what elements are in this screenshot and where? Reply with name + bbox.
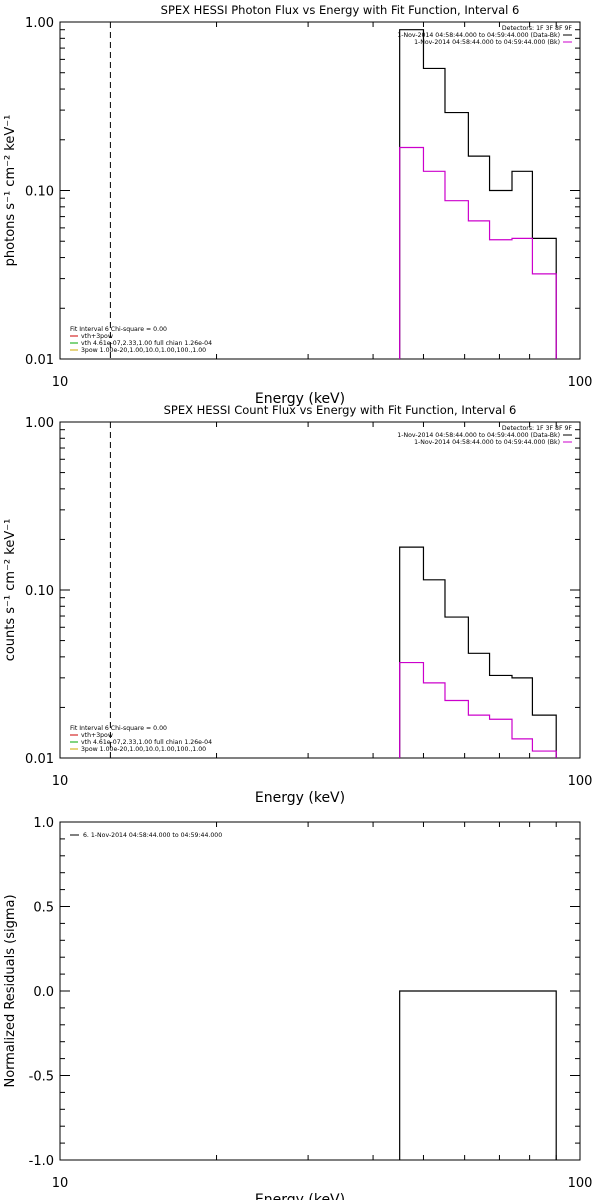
y-tick-label: 1.0 xyxy=(33,816,54,831)
legend-top-right-text: 1-Nov-2014 04:58:44.000 to 04:59:44.000 … xyxy=(397,432,560,439)
series-data-bk xyxy=(399,29,557,359)
legend-bottom-left-text: vth 4.61e-07,2.33,1.00 full chian 1.26e-… xyxy=(81,340,212,347)
y-axis-label: photons s⁻¹ cm⁻² keV⁻¹ xyxy=(3,115,18,267)
series-bk xyxy=(399,146,557,359)
legend-top-right-text: 1-Nov-2014 04:58:44.000 to 04:59:44.000 … xyxy=(397,32,560,39)
x-tick-label: 10 xyxy=(52,1176,69,1191)
legend-top-right-text: 1-Nov-2014 04:58:44.000 to 04:59:44.000 … xyxy=(414,439,560,446)
x-axis-label: Energy (keV) xyxy=(255,790,345,806)
y-tick-label: 1.00 xyxy=(25,16,54,31)
y-axis-label: counts s⁻¹ cm⁻² keV⁻¹ xyxy=(3,519,18,662)
chart-title: SPEX HESSI Photon Flux vs Energy with Fi… xyxy=(161,3,520,17)
y-tick-label: 1.00 xyxy=(25,416,54,431)
y-tick-label: 0.01 xyxy=(25,353,54,368)
y-axis-label: Normalized Residuals (sigma) xyxy=(3,894,18,1087)
y-tick-label: -1.0 xyxy=(29,1154,54,1169)
x-tick-label: 10 xyxy=(52,375,69,390)
legend-bottom-left-text: vth+3pow xyxy=(81,333,113,340)
x-tick-label: 100 xyxy=(568,1176,593,1191)
chart-title: SPEX HESSI Count Flux vs Energy with Fit… xyxy=(164,403,517,417)
x-axis-label: Energy (keV) xyxy=(255,1192,345,1200)
panel-3: 10 100 Energy (keV) -1.0 -0.5 0.0 0.5 1.0 Normal… xyxy=(3,816,592,1200)
legend-bottom-left-text: Fit Interval 6 Chi-square = 0.00 xyxy=(70,326,167,333)
legend-top-left-text: 6. 1-Nov-2014 04:58:44.000 to 04:59:44.0… xyxy=(83,832,222,839)
y-tick-label: 0.0 xyxy=(33,985,54,1000)
legend-top-right-text: Detectors: 1F 3F 8F 9F xyxy=(502,425,573,432)
x-axis-label: Energy (keV) xyxy=(255,391,345,407)
x-tick-label: 100 xyxy=(568,774,593,789)
series-data-bk xyxy=(399,546,557,758)
y-tick-label: 0.10 xyxy=(25,185,54,200)
y-tick-label: 0.5 xyxy=(33,901,54,916)
legend-bottom-left-text: 3pow 1.00e-20,1.00,10.0,1.00,100.,1.00 xyxy=(81,746,206,753)
plot-frame xyxy=(59,421,581,759)
x-tick-label: 100 xyxy=(568,375,593,390)
legend-bottom-left-text: 3pow 1.00e-20,1.00,10.0,1.00,100.,1.00 xyxy=(81,347,206,354)
panel-1: SPEX HESSI Photon Flux vs Energy with Fi… xyxy=(3,3,592,407)
legend-bottom-left-text: vth+3pow xyxy=(81,732,113,739)
legend-bottom-left-text: vth 4.61e-07,2.33,1.00 full chian 1.26e-… xyxy=(81,739,212,746)
y-tick-label: -0.5 xyxy=(29,1070,54,1085)
series-6 xyxy=(399,990,557,1160)
panel-2: SPEX HESSI Count Flux vs Energy with Fit… xyxy=(3,403,592,806)
legend-top-right-text: 1-Nov-2014 04:58:44.000 to 04:59:44.000 … xyxy=(414,39,560,46)
y-tick-label: 0.01 xyxy=(25,752,54,767)
y-tick-label: 0.10 xyxy=(25,584,54,599)
series-bk xyxy=(399,661,557,758)
x-tick-label: 10 xyxy=(52,774,69,789)
legend-top-right-text: Detectors: 1F 3F 8F 9F xyxy=(502,25,573,32)
legend-bottom-left-text: Fit Interval 6 Chi-square = 0.00 xyxy=(70,725,167,732)
